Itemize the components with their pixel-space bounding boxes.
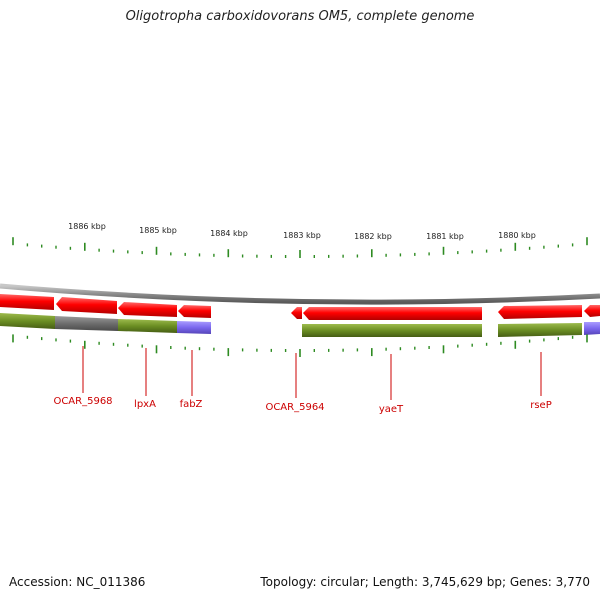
cds-arrow: [118, 302, 177, 317]
category-block: [498, 323, 582, 337]
cds-arrow: [584, 305, 600, 317]
scale-ticks-outer: [12, 237, 588, 258]
gene-label-yaet: yaeT: [379, 404, 404, 415]
gene-label-fabz: fabZ: [180, 399, 203, 410]
scale-label-1886: 1886 kbp: [68, 222, 106, 231]
scale-label-1884: 1884 kbp: [210, 229, 248, 238]
cds-arrow: [0, 294, 54, 310]
accession-text: Accession: NC_011386: [9, 575, 146, 589]
category-block: [177, 321, 211, 334]
cds-arrow: [56, 297, 117, 314]
category-block: [302, 324, 482, 337]
scale-label-1881: 1881 kbp: [426, 232, 464, 241]
scale-label-1885: 1885 kbp: [139, 226, 177, 235]
category-block: [584, 322, 600, 335]
gene-label-rsep: rseP: [530, 400, 552, 411]
scale-label-1880: 1880 kbp: [498, 231, 536, 240]
gene-label-ocar-5968: OCAR_5968: [53, 396, 112, 407]
gene-label-ocar-5964: OCAR_5964: [265, 402, 324, 413]
gene-label-lpxa: lpxA: [134, 399, 156, 410]
category-block: [0, 313, 55, 329]
cds-track: [0, 294, 600, 320]
scale-ticks-inner: [12, 334, 588, 357]
cds-arrow: [498, 305, 582, 319]
cds-arrow: [291, 307, 302, 319]
category-block: [55, 316, 118, 331]
genome-summary-text: Topology: circular; Length: 3,745,629 bp…: [260, 575, 590, 589]
cds-arrow: [303, 307, 482, 320]
category-track: [0, 313, 600, 337]
category-block: [118, 319, 177, 333]
scale-label-1882: 1882 kbp: [354, 232, 392, 241]
genome-backbone: [0, 283, 600, 305]
map-title: Oligotropha carboxidovorans OM5, complet…: [125, 9, 475, 24]
scale-label-1883: 1883 kbp: [283, 231, 321, 240]
cds-arrow: [178, 305, 211, 318]
